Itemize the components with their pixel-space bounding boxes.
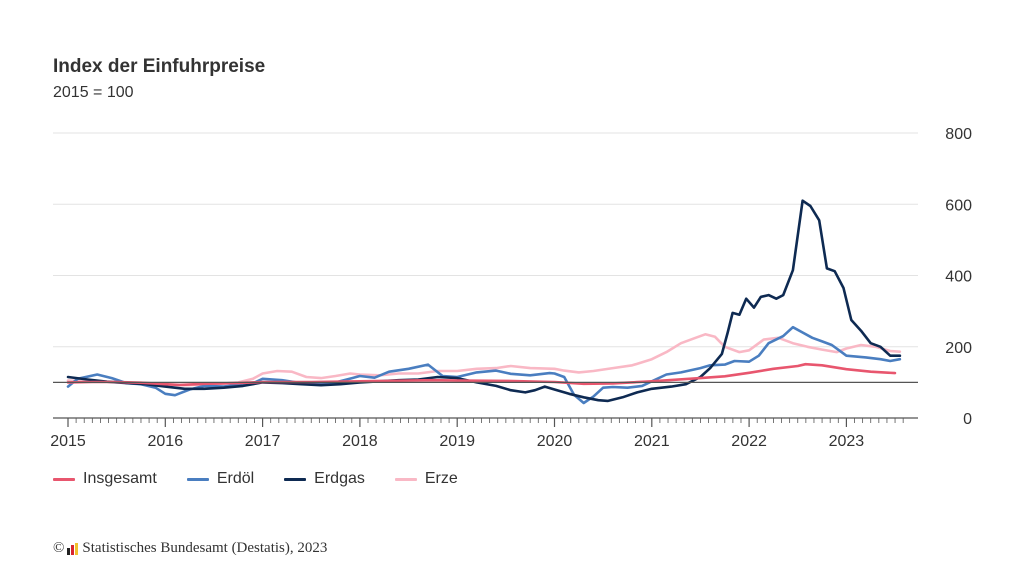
source-text: Statistisches Bundesamt (Destatis), 2023 [82,540,328,556]
x-tick-label: 2018 [342,433,378,450]
x-tick-label: 2016 [148,433,184,450]
legend-item-erze: Erze [394,470,458,488]
x-tick-label: 2019 [439,433,475,450]
source-footer: © Statistisches Bundesamt (Destatis), 20… [53,540,327,557]
chart-title: Index der Einfuhrpreise [53,56,266,77]
legend-swatch-insgesamt [53,477,75,481]
legend-label: Erdgas [314,470,365,487]
legend-label: Erze [424,470,458,487]
y-tick-label: 200 [945,340,972,357]
destatis-logo-icon [67,542,79,555]
x-tick-label: 2023 [829,433,865,450]
legend-label: Insgesamt [83,470,157,487]
legend-item-erdoel: Erdöl [186,470,255,488]
legend-swatch-erdgas [284,477,307,481]
legend-label: Erdöl [216,470,255,487]
x-tick-label: 2020 [537,433,573,450]
chart-legend: Insgesamt Erdöl Erdgas Erze [53,470,488,488]
x-tick-label: 2017 [245,433,281,450]
legend-swatch-erze [394,477,417,481]
y-tick-label: 800 [945,126,972,143]
legend-item-erdgas: Erdgas [284,470,365,488]
x-tick-label: 2021 [634,433,670,450]
copyright-symbol: © [53,540,65,556]
series-line-insgesamt [66,362,897,387]
y-tick-label: 400 [945,269,972,286]
legend-item-insgesamt: Insgesamt [53,470,157,488]
y-tick-label: 600 [945,197,972,214]
chart-subtitle: 2015 = 100 [53,84,134,101]
series-line-erze [66,333,902,387]
x-tick-label: 2022 [731,433,767,450]
x-tick-label: 2015 [50,433,86,450]
y-tick-label: 0 [963,411,972,428]
legend-swatch-erdoel [186,477,209,481]
series-line-erdoel [66,325,902,405]
